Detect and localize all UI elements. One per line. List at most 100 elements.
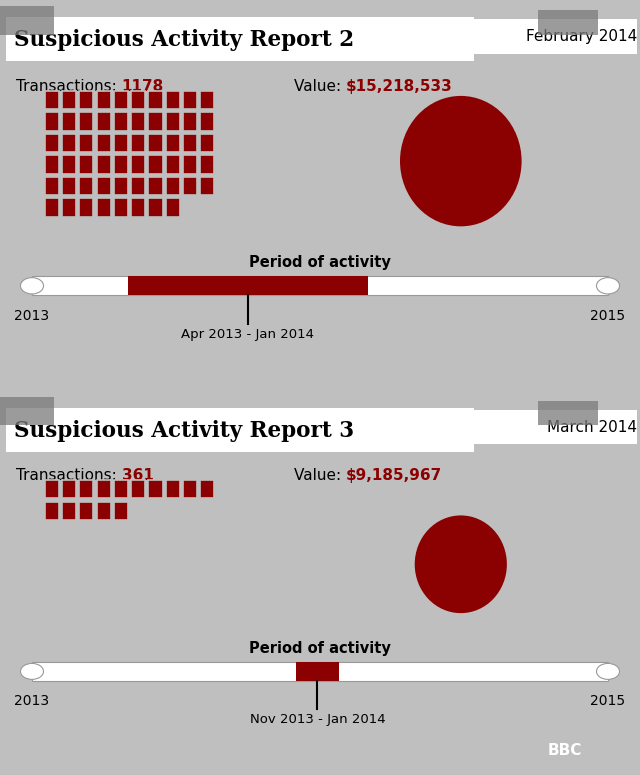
Bar <box>131 91 145 109</box>
Bar <box>148 155 163 174</box>
Bar <box>166 91 180 109</box>
Bar <box>97 112 111 131</box>
Bar <box>45 134 59 153</box>
Bar <box>97 177 111 195</box>
Bar <box>62 501 76 519</box>
Bar <box>200 177 214 195</box>
Bar <box>45 155 59 174</box>
FancyBboxPatch shape <box>6 408 474 452</box>
Bar <box>62 480 76 498</box>
Bar <box>62 198 76 217</box>
Bar <box>45 501 59 519</box>
Bar <box>131 177 145 195</box>
FancyBboxPatch shape <box>538 401 598 425</box>
FancyBboxPatch shape <box>6 17 474 61</box>
Bar <box>148 198 163 217</box>
Text: March 2014: March 2014 <box>547 419 637 435</box>
Bar <box>114 177 128 195</box>
Text: Period of activity: Period of activity <box>249 642 391 656</box>
Bar <box>131 198 145 217</box>
Bar <box>148 112 163 131</box>
Ellipse shape <box>596 277 620 294</box>
Bar <box>183 112 197 131</box>
Bar <box>148 134 163 153</box>
Bar <box>200 155 214 174</box>
Text: 2015: 2015 <box>591 308 625 323</box>
Text: $15,218,533: $15,218,533 <box>346 79 452 94</box>
Bar <box>114 91 128 109</box>
Ellipse shape <box>415 515 507 613</box>
Text: Value:: Value: <box>294 79 346 94</box>
FancyBboxPatch shape <box>0 5 54 35</box>
Bar <box>114 155 128 174</box>
Bar <box>166 155 180 174</box>
Bar <box>128 276 368 295</box>
Text: February 2014: February 2014 <box>525 29 637 44</box>
Bar <box>97 91 111 109</box>
Bar <box>148 480 163 498</box>
Text: Transactions:: Transactions: <box>16 79 122 94</box>
Bar <box>45 177 59 195</box>
Bar <box>62 155 76 174</box>
Bar <box>114 501 128 519</box>
Ellipse shape <box>20 663 44 680</box>
Bar <box>131 480 145 498</box>
Bar <box>97 480 111 498</box>
Text: 361: 361 <box>122 468 154 484</box>
Bar <box>114 198 128 217</box>
Bar <box>79 91 93 109</box>
Bar <box>131 155 145 174</box>
Bar <box>79 112 93 131</box>
Text: Nov 2013 - Jan 2014: Nov 2013 - Jan 2014 <box>250 713 385 725</box>
Bar <box>79 155 93 174</box>
Text: 2013: 2013 <box>15 308 49 323</box>
Bar <box>114 134 128 153</box>
Bar <box>32 276 608 295</box>
Ellipse shape <box>400 96 522 226</box>
Bar <box>79 501 93 519</box>
Bar <box>97 134 111 153</box>
Bar <box>79 480 93 498</box>
Bar <box>62 112 76 131</box>
Text: Value:: Value: <box>294 468 346 484</box>
Bar <box>166 112 180 131</box>
Bar <box>200 91 214 109</box>
Text: Transactions:: Transactions: <box>16 468 122 484</box>
Bar <box>114 480 128 498</box>
Bar <box>183 91 197 109</box>
Bar <box>97 501 111 519</box>
Bar <box>183 155 197 174</box>
Ellipse shape <box>596 663 620 680</box>
Bar <box>45 480 59 498</box>
Bar <box>97 155 111 174</box>
Bar <box>62 134 76 153</box>
Bar <box>79 198 93 217</box>
Bar <box>200 112 214 131</box>
Ellipse shape <box>20 277 44 294</box>
Bar <box>166 480 180 498</box>
Bar <box>200 134 214 153</box>
Bar <box>114 112 128 131</box>
Text: BBC: BBC <box>548 743 582 759</box>
Text: 2015: 2015 <box>591 694 625 708</box>
Text: Suspicious Activity Report 3: Suspicious Activity Report 3 <box>14 420 354 442</box>
Text: 2013: 2013 <box>15 694 49 708</box>
Text: Period of activity: Period of activity <box>249 255 391 270</box>
Bar <box>200 480 214 498</box>
Bar <box>183 177 197 195</box>
Bar <box>79 134 93 153</box>
Bar <box>166 134 180 153</box>
Bar <box>79 177 93 195</box>
FancyBboxPatch shape <box>422 410 637 444</box>
Bar <box>45 91 59 109</box>
FancyBboxPatch shape <box>0 397 54 425</box>
Bar <box>148 91 163 109</box>
Text: $9,185,967: $9,185,967 <box>346 468 442 484</box>
Bar <box>296 662 339 680</box>
Bar <box>166 177 180 195</box>
Bar <box>32 662 608 680</box>
Text: 1178: 1178 <box>122 79 164 94</box>
Bar <box>148 177 163 195</box>
Bar <box>45 198 59 217</box>
FancyBboxPatch shape <box>538 9 598 35</box>
